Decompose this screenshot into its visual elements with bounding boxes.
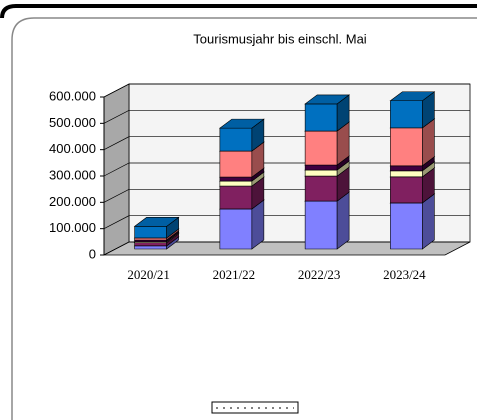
bar-face <box>134 237 167 241</box>
legend-box <box>211 401 299 414</box>
bar-face <box>304 103 338 132</box>
bar-face <box>390 165 423 172</box>
grid-line <box>103 215 130 229</box>
bar-face <box>390 170 423 178</box>
bar-face <box>422 193 435 250</box>
grid-line <box>103 83 130 98</box>
y-tick-label: 100.000 <box>49 220 96 235</box>
bar-face <box>219 208 253 250</box>
bar-segment <box>218 118 265 152</box>
x-tick-label: 2023/24 <box>383 267 426 282</box>
grid-line <box>103 162 130 177</box>
bar-face <box>219 127 253 152</box>
bar-segment <box>389 91 436 129</box>
bar-face <box>390 202 423 250</box>
bar-face <box>390 127 423 167</box>
bar-segment <box>133 216 180 239</box>
grid-line <box>103 189 130 203</box>
bar-face <box>304 94 351 105</box>
y-tick-label: 500.000 <box>49 115 96 130</box>
bar-face <box>218 118 265 129</box>
bar-face <box>219 180 253 187</box>
bar-face <box>304 130 338 166</box>
bar-face <box>134 242 167 247</box>
bar-face <box>133 217 180 227</box>
bar-face <box>304 175 338 202</box>
y-tick-label: 200.000 <box>49 194 96 209</box>
bar-face <box>390 100 423 129</box>
grid-line <box>103 110 130 124</box>
bar-face <box>304 169 338 177</box>
x-tick-label: 2022/23 <box>298 267 341 282</box>
y-tick-label: 300.000 <box>49 167 96 182</box>
bar-face <box>389 91 436 102</box>
y-tick-label: 400.000 <box>49 141 96 156</box>
chart-title: Tourismusjahr bis einschl. Mai <box>193 31 367 46</box>
bar-face <box>134 245 167 250</box>
bar-face <box>219 176 253 182</box>
grid-line <box>103 136 130 150</box>
y-tick-label: 0 <box>89 246 96 261</box>
grid-line <box>103 241 130 256</box>
panel-tab <box>0 4 477 19</box>
bar-face <box>134 226 167 239</box>
bar-face <box>390 176 423 204</box>
x-tick-label: 2020/21 <box>127 267 170 282</box>
panel-border <box>11 17 477 420</box>
bar-face <box>304 164 338 171</box>
bar-segment <box>304 94 351 132</box>
x-tick-label: 2021/22 <box>213 267 256 282</box>
bar-face <box>304 200 338 250</box>
bar-face <box>219 185 253 210</box>
plot: 0 100.000 200.000 300.000 400.000 500.000 600.… <box>49 83 471 282</box>
bar-face <box>219 150 253 178</box>
y-tick-label: 600.000 <box>49 88 96 103</box>
bar-face <box>336 191 350 250</box>
